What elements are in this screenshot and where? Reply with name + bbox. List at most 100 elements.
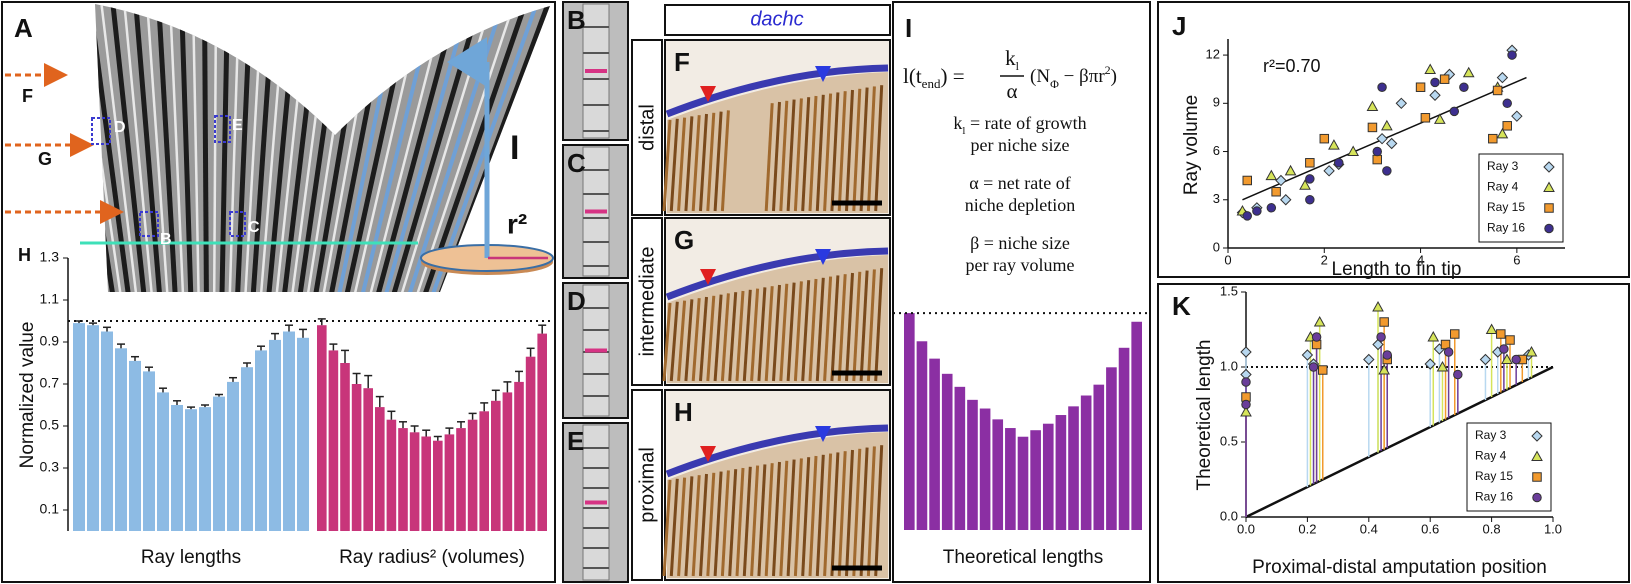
definition-text: = net rate of [983,173,1071,193]
legend-label: Ray 16 [1487,221,1525,235]
bar [468,420,478,531]
error-bar [159,388,167,392]
legend-label: Ray 4 [1475,449,1507,463]
box-label: C [248,219,260,236]
bar [171,405,183,531]
bar [503,392,513,531]
eq-part: l(t [903,64,922,88]
error-bar [285,325,293,331]
error-bar [131,357,139,361]
box-label: B [160,231,172,248]
error-bar [271,334,279,340]
level-label: F [22,86,33,106]
marker [1281,195,1291,205]
marker [1312,333,1321,342]
bar [1043,424,1054,530]
panel-label: F [674,47,690,77]
panel-label: K [1172,291,1191,321]
level-label: distal [636,104,658,151]
marker [1454,370,1463,379]
marker [1382,121,1392,130]
equation-lhs: l(tend) = [903,64,965,92]
panel-label: C [567,148,586,178]
marker [1421,114,1430,123]
definition: per ray volume [966,255,1075,275]
x-tick-label: 0.0 [1237,521,1255,536]
marker [1512,355,1521,364]
definition: α = net rate of [969,173,1071,193]
marker [1500,345,1509,354]
error-bar [243,363,251,367]
bar [456,428,466,531]
bar [992,419,1003,530]
marker [1503,122,1512,131]
error-bar [457,422,465,428]
x-axis-label: Proximal-distal amputation position [1252,557,1547,578]
marker [1272,187,1281,196]
bar [1093,385,1104,530]
marker [1334,159,1343,168]
marker [1416,83,1425,92]
error-bar [318,319,326,325]
error-bar [117,344,125,348]
error-bar [445,428,453,434]
bar [917,341,928,530]
marker [1506,336,1515,345]
error-bar [422,430,430,436]
bar [1106,367,1117,530]
error-bar [103,327,111,331]
bar [537,334,547,531]
bar [929,359,940,530]
bar [73,323,85,531]
marker [1364,355,1374,365]
legend-label: Ray 15 [1475,469,1513,483]
eq-part: − βπr [1059,66,1105,87]
bar [1030,430,1041,530]
y-tick-label: 0.3 [40,459,60,475]
error-bar [364,376,372,389]
error-bar [387,411,395,419]
marker [1266,171,1276,180]
legend-label: Ray 15 [1487,200,1525,214]
marker [1286,166,1296,175]
marker [1431,78,1440,87]
bar [1056,415,1067,530]
marker [1267,204,1276,213]
marker [1430,90,1440,100]
error-bar [173,401,181,405]
bar [352,384,362,531]
error-bar [376,397,384,408]
bar [955,387,966,530]
bar [269,340,281,531]
error-bar [411,426,419,432]
definition: β = niche size [970,233,1070,253]
equation-numerator: kl [1005,46,1020,73]
level-label: proximal [636,447,658,523]
bar [479,411,489,531]
eq-part: Φ [1050,77,1059,91]
error-bar [229,378,237,382]
marker [1425,65,1435,74]
marker [1512,111,1522,121]
y-tick-label: 0 [1213,239,1220,254]
fin-ray [205,0,207,295]
marker [1493,86,1502,95]
length-label: I [510,129,519,167]
gene-label: dachc [750,8,803,30]
marker [1460,83,1469,92]
marker [1315,317,1325,326]
marker [1464,68,1474,77]
eq-part: end [922,76,941,91]
y-tick-label: 0.9 [40,333,60,349]
marker [1306,159,1315,168]
panel-label: A [14,13,33,43]
x-tick-label: 0.8 [1483,521,1501,536]
definition-symbol: k [953,113,962,133]
bar [101,332,113,532]
panel-label: G [674,225,694,255]
error-bar [257,346,265,350]
error-bar [299,329,307,337]
marker [1253,207,1262,216]
bar [1005,428,1016,530]
error-bar [341,350,349,363]
